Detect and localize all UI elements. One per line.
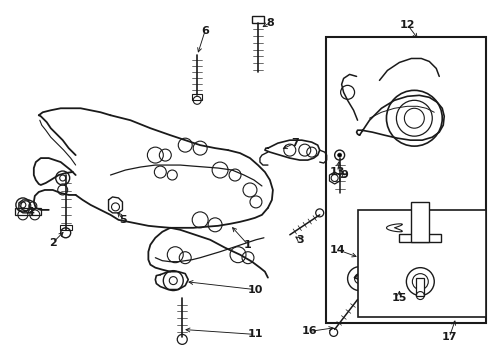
Text: 9: 9 <box>340 170 348 180</box>
Text: 17: 17 <box>441 332 456 342</box>
Bar <box>357 210 485 318</box>
Bar <box>15 208 41 215</box>
Text: 8: 8 <box>265 18 273 28</box>
Text: 14: 14 <box>329 245 345 255</box>
Bar <box>60 225 72 230</box>
Text: 6: 6 <box>201 26 209 36</box>
Text: 13: 13 <box>329 167 345 177</box>
Text: 15: 15 <box>391 293 406 302</box>
Text: 3: 3 <box>295 235 303 245</box>
Bar <box>410 202 428 242</box>
Text: 10: 10 <box>247 284 262 294</box>
Text: 2: 2 <box>49 238 57 248</box>
Bar <box>192 94 202 100</box>
Text: 11: 11 <box>247 329 262 339</box>
Text: 1: 1 <box>244 240 251 250</box>
Text: 5: 5 <box>120 215 127 225</box>
Text: 4: 4 <box>27 207 35 217</box>
Bar <box>415 278 424 296</box>
Text: 12: 12 <box>399 19 414 30</box>
Text: 7: 7 <box>290 138 298 148</box>
Circle shape <box>337 153 341 157</box>
Bar <box>399 234 440 242</box>
Text: 16: 16 <box>301 327 317 336</box>
Bar <box>325 37 485 323</box>
Bar <box>251 15 264 23</box>
